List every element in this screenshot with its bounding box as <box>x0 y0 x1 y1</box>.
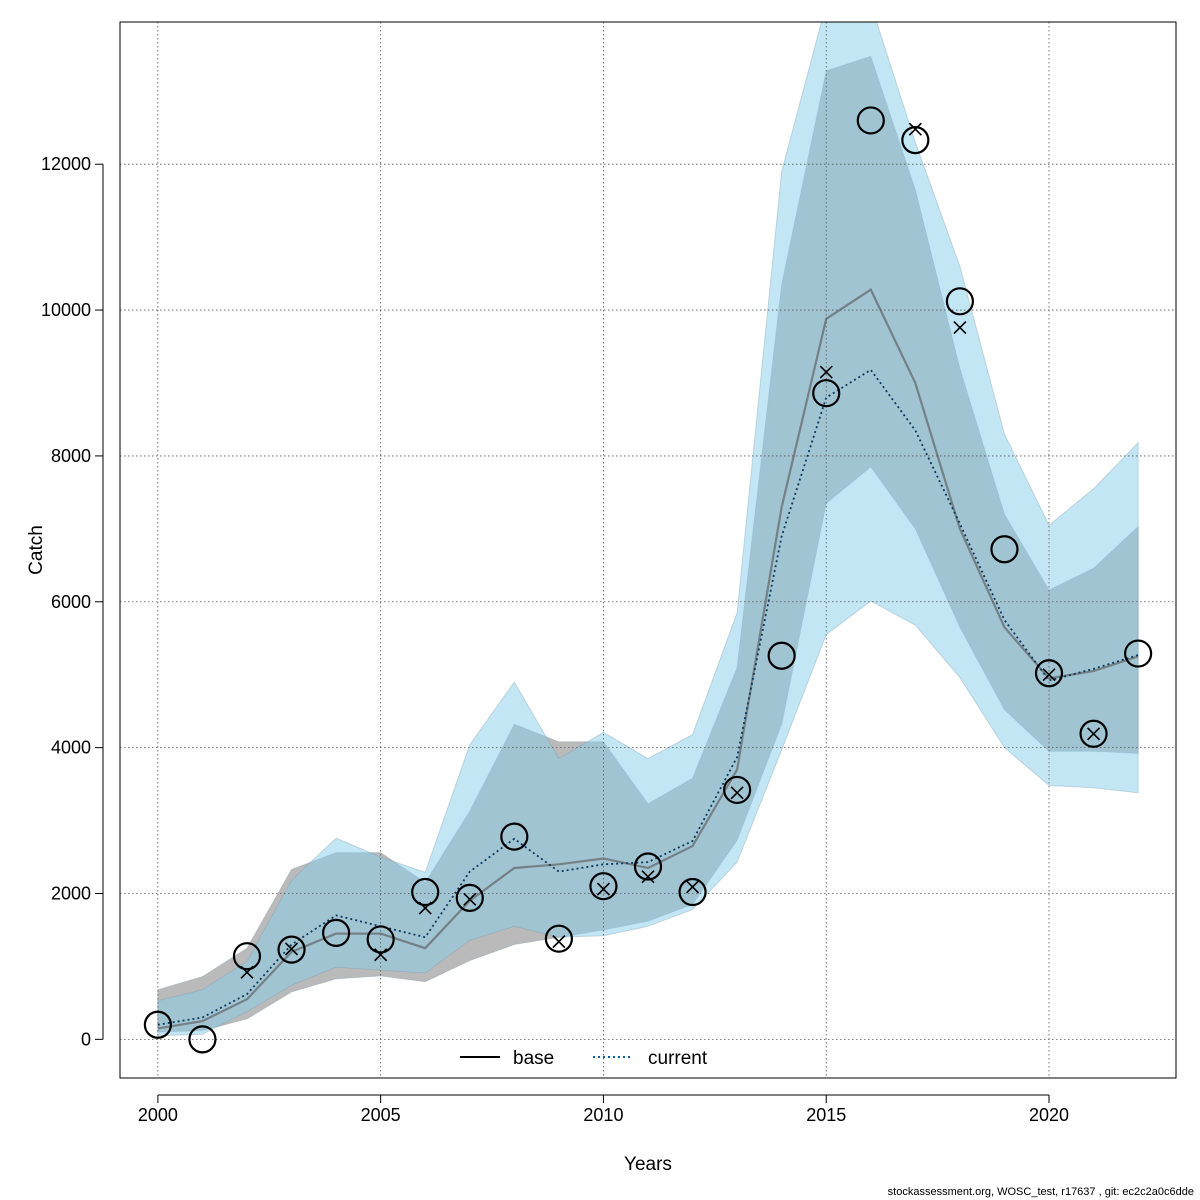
observed-point-2007 <box>455 883 484 912</box>
footer-credit: stockassessment.org, WOSC_test, r17637 ,… <box>887 1186 1194 1198</box>
y-tick-label-6000: 6000 <box>51 592 91 612</box>
y-tick-label-4000: 4000 <box>51 738 91 758</box>
axes: 2000 2005 2010 2015 2020 0 2000 4000 6000 8000 100… <box>41 154 1069 1125</box>
x-tick-label-2020: 2020 <box>1029 1105 1069 1125</box>
expected-point-2018 <box>953 321 967 335</box>
line-base <box>157 288 1139 1030</box>
observed-point-2016 <box>856 106 885 135</box>
observed-point-2011 <box>633 852 663 881</box>
observed-point-2010 <box>589 872 618 901</box>
y-tick-label-2000: 2000 <box>51 883 91 903</box>
expected-point-2012 <box>685 880 700 894</box>
observed-point-2013 <box>723 775 752 805</box>
band-current <box>157 22 1139 1037</box>
series-lines <box>157 288 1139 1030</box>
legend: base current <box>460 1048 708 1069</box>
y-axis-title: Catch <box>26 525 47 575</box>
observed-point-2019 <box>990 535 1019 564</box>
x-tick-label-2015: 2015 <box>806 1105 846 1125</box>
expected-point-2005 <box>374 948 388 962</box>
observed-point-2018 <box>945 287 974 316</box>
expected-point-2021 <box>1087 727 1101 741</box>
observed-point-2004 <box>322 918 351 947</box>
observed-point-2000 <box>143 1010 172 1039</box>
x-axis-title: Years <box>624 1154 672 1175</box>
observed-point-2005 <box>366 925 395 954</box>
expected-point-2017 <box>908 122 922 136</box>
observed-point-2001 <box>188 1025 217 1054</box>
expected-point-2003 <box>284 942 299 956</box>
confidence-bands <box>157 22 1139 1037</box>
data-points <box>143 106 1153 1054</box>
expected-point-2011 <box>641 870 655 884</box>
x-tick-label-2010: 2010 <box>583 1105 623 1125</box>
y-tick-label-0: 0 <box>81 1029 91 1049</box>
expected-point-2007 <box>463 892 477 906</box>
observed-point-2006 <box>411 877 440 907</box>
line-current <box>157 368 1139 1026</box>
observed-point-2014 <box>767 641 796 670</box>
observed-point-2008 <box>500 822 529 851</box>
observed-point-2009 <box>544 924 573 953</box>
x-tick-label-2000: 2000 <box>138 1105 178 1125</box>
expected-point-2010 <box>596 882 611 896</box>
observed-point-2012 <box>678 877 707 907</box>
observed-point-2017 <box>901 126 930 155</box>
expected-point-2015 <box>819 365 833 379</box>
legend-label-current: current <box>648 1048 708 1069</box>
observed-point-2020 <box>1034 659 1064 688</box>
expected-point-2013 <box>730 786 744 800</box>
legend-label-base: base <box>513 1048 554 1069</box>
y-tick-label-12000: 12000 <box>41 154 91 174</box>
expected-point-2002 <box>240 965 254 979</box>
expected-point-2006 <box>418 901 432 915</box>
expected-point-2009 <box>552 935 566 949</box>
plot-frame <box>119 21 1177 1079</box>
observed-point-2002 <box>232 942 262 971</box>
observed-point-2015 <box>812 379 841 408</box>
observed-point-2022 <box>1124 639 1153 668</box>
y-tick-label-10000: 10000 <box>41 300 91 320</box>
observed-point-2003 <box>277 935 306 964</box>
y-tick-label-8000: 8000 <box>51 446 91 466</box>
observed-point-2021 <box>1079 719 1108 748</box>
expected-point-2020 <box>1042 668 1056 682</box>
x-tick-label-2005: 2005 <box>361 1105 401 1125</box>
grid-lines <box>120 22 1176 1078</box>
